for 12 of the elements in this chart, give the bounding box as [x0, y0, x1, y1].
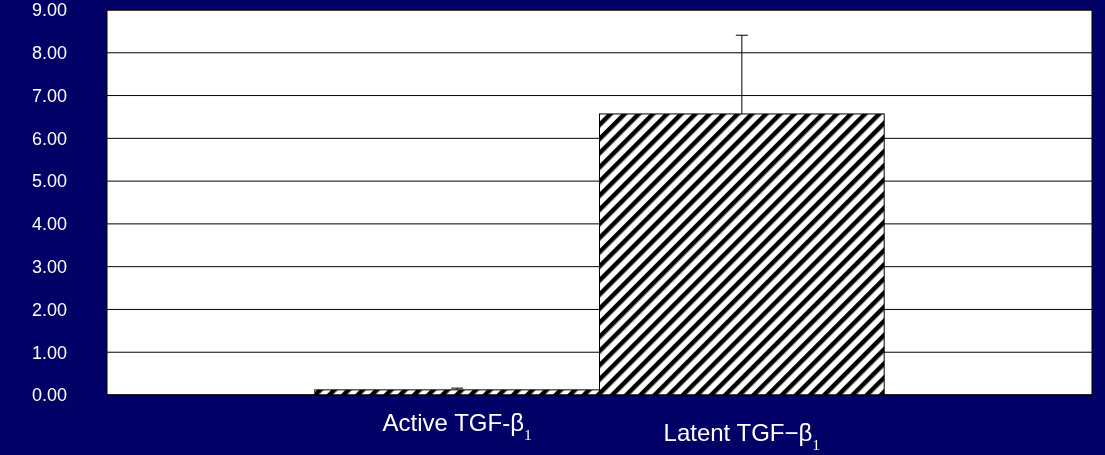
y-tick-label: 2.00	[32, 299, 68, 320]
y-tick-label: 1.00	[32, 342, 68, 363]
y-tick-label: 7.00	[32, 85, 68, 106]
y-tick-label: 5.00	[32, 171, 68, 192]
y-tick-label: 3.00	[32, 256, 68, 277]
y-tick-label: 4.00	[32, 214, 68, 235]
y-tick-label: 8.00	[32, 43, 68, 64]
y-tick-label: 0.00	[32, 385, 68, 406]
x-tick-label: Active TGF-β$_{1}$	[382, 409, 532, 443]
y-tick-label: 9.00	[32, 0, 68, 21]
x-tick-label: Latent TGF−β$_{1}$	[663, 419, 821, 453]
y-tick-label: 6.00	[32, 128, 68, 149]
